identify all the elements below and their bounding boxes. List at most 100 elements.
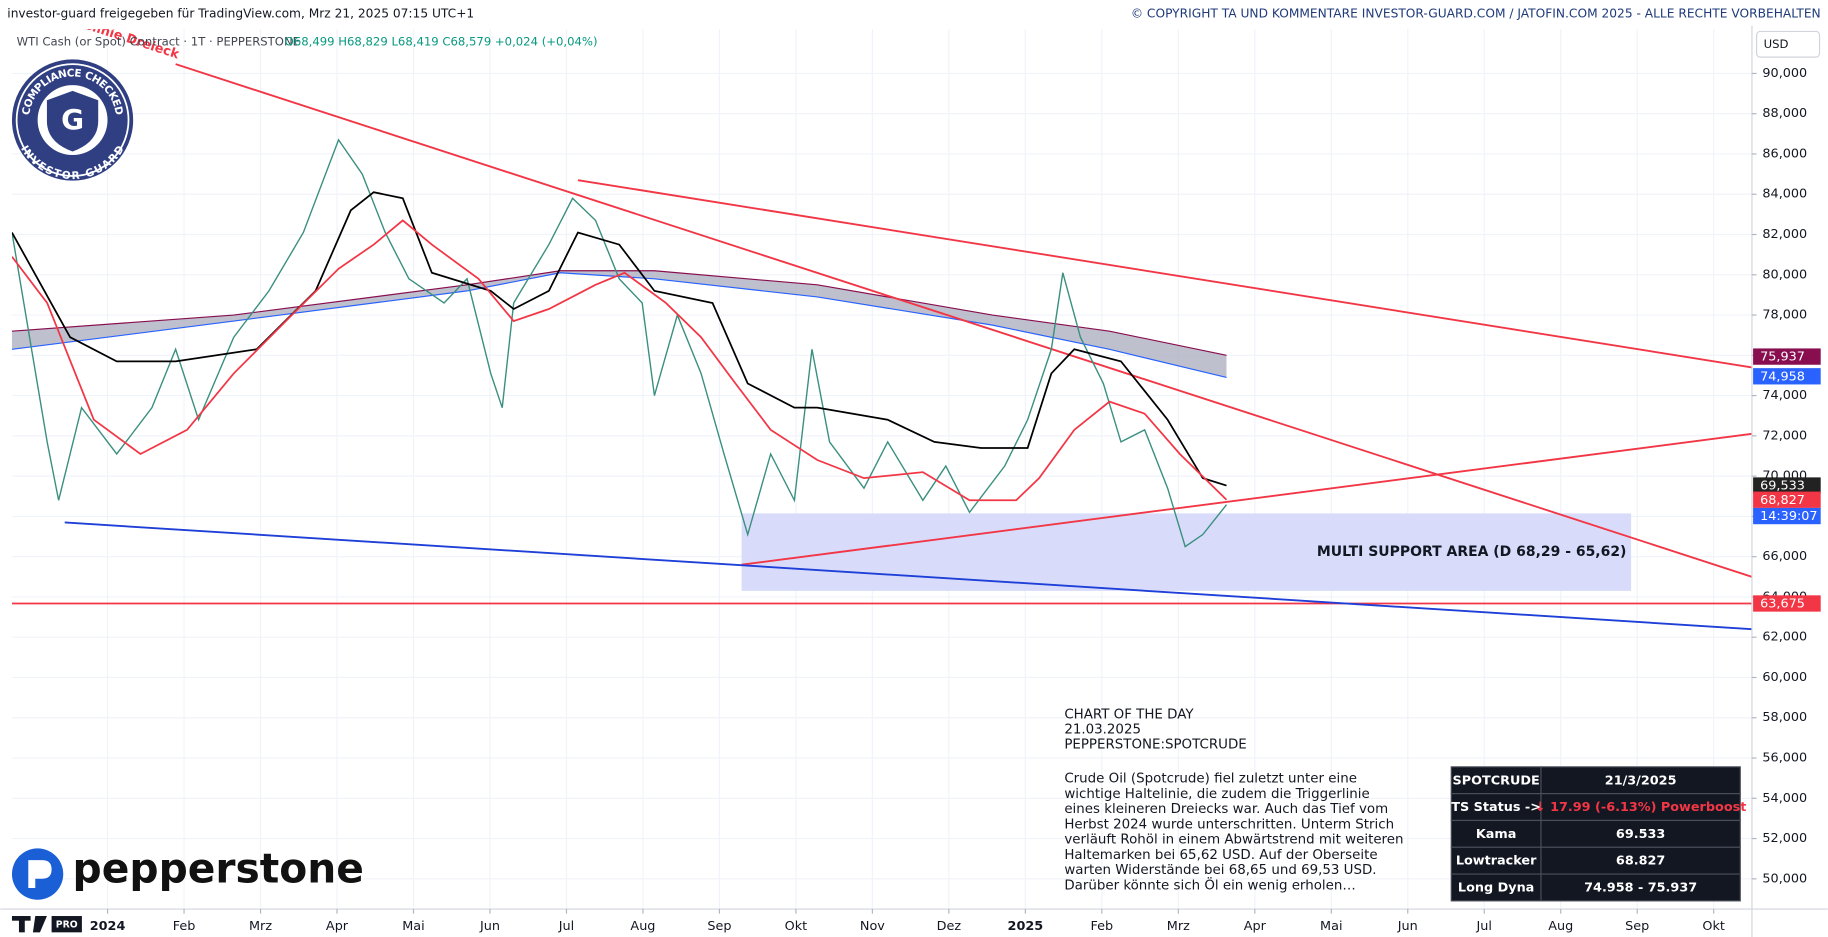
x-tick-label: Jun xyxy=(1397,919,1418,934)
commentary-line: Haltemarken bei 65,62 USD. Auf der Obers… xyxy=(1064,848,1377,863)
table-cell xyxy=(1540,873,1741,902)
commentary-title: 21.03.2025 xyxy=(1064,723,1141,738)
x-tick-label: Apr xyxy=(326,919,349,934)
tv-pro-box xyxy=(51,916,82,933)
x-tick-label: Mrz xyxy=(249,919,272,934)
header-right: © COPYRIGHT TA UND KOMMENTARE INVESTOR-G… xyxy=(1131,6,1821,20)
price-tag xyxy=(1753,368,1821,385)
badge-ring xyxy=(15,63,130,177)
x-tick-label: Feb xyxy=(173,919,196,934)
axes: USD 50,000 52,000 54,000 56,000 58,000 60,000… xyxy=(0,25,1828,937)
commentary-title: PEPPERSTONE:SPOTCRUDE xyxy=(1064,738,1246,753)
tv-badge: PRO xyxy=(11,916,82,933)
currency: USD xyxy=(1764,37,1789,51)
trend-line xyxy=(175,63,1752,578)
table-cell-text: Long Dyna xyxy=(1458,881,1534,896)
y-tick-label: 62,000 xyxy=(1762,630,1807,645)
price-line xyxy=(11,219,1228,502)
commentary-line: wichtige Haltelinie, die zudem die Trigg… xyxy=(1064,787,1369,802)
x-tick-label: Sep xyxy=(1625,919,1649,934)
symbol-name: WTI Cash (or Spot) Contract · 1T · PEPPE… xyxy=(17,34,300,48)
table-cell xyxy=(1450,766,1542,795)
symbol-ohlc: O68,499 H68,829 L68,419 C68,579 +0,024 (… xyxy=(285,34,598,48)
table-cell-text: SPOTCRUDE xyxy=(1453,773,1540,788)
x-tick-label: Nov xyxy=(860,919,885,934)
status-table: SPOTCRUDE 21/3/2025 TS Status ->↓ 17.99 (-… xyxy=(1450,766,1746,902)
pepperstone-logo: pepperstone xyxy=(11,845,364,900)
commentary-line: warten Widerstände bei 68,65 und 69,53 U… xyxy=(1064,863,1376,878)
commentary-line: eines kleineren Dreiecks war. Auch das T… xyxy=(1064,802,1388,817)
price-tag xyxy=(1753,595,1821,612)
price-line xyxy=(11,138,1228,548)
x-tick-label: Okt xyxy=(785,919,808,934)
table-cell-text: TS Status -> xyxy=(1451,800,1541,815)
cloud-segment xyxy=(654,270,818,297)
x-tick-label: Jun xyxy=(479,919,500,934)
header-left: investor-guard freigegeben für TradingVi… xyxy=(7,6,474,20)
table-cell xyxy=(1540,766,1741,795)
y-tick-label: 66,000 xyxy=(1762,549,1807,564)
y-tick-label: 78,000 xyxy=(1762,308,1807,323)
price-tag xyxy=(1753,348,1821,365)
y-tick-label: 50,000 xyxy=(1762,871,1807,886)
header-bar xyxy=(0,0,1828,26)
logo-glyph xyxy=(28,860,52,889)
cloud-lower xyxy=(11,272,1227,379)
x-tick-label: 2025 xyxy=(1008,919,1044,934)
cloud-upper xyxy=(11,270,1227,356)
commentary-title: CHART OF THE DAY xyxy=(1064,707,1194,722)
x-tick-label: Mai xyxy=(402,919,424,934)
table-cell-text: ↓ 17.99 (-6.13%) Powerboost xyxy=(1535,800,1746,815)
x-tick-label: Apr xyxy=(1244,919,1267,934)
y-tick-label: 86,000 xyxy=(1762,146,1807,161)
commentary-line: Herbst 2024 wurde unterschritten. Unterm… xyxy=(1064,817,1394,832)
y-tick-label: 54,000 xyxy=(1762,791,1807,806)
cloud-segment xyxy=(1109,331,1227,378)
trend-line xyxy=(577,179,1752,369)
commentary: CHART OF THE DAY21.03.2025PEPPERSTONE:SP… xyxy=(1064,707,1403,893)
x-tick-label: Aug xyxy=(1548,919,1573,934)
price-tag-label: 68,827 xyxy=(1760,493,1805,508)
x-tick-label: Aug xyxy=(630,919,655,934)
y-tick-label: 56,000 xyxy=(1762,751,1807,766)
x-tick-label: Okt xyxy=(1702,919,1725,934)
y-tick-label: 90,000 xyxy=(1762,66,1807,81)
currency-box xyxy=(1756,30,1821,58)
x-tick-label: Jul xyxy=(1476,919,1492,934)
price-tag-label: 63,675 xyxy=(1760,597,1805,612)
support-zone xyxy=(741,513,1632,591)
price-tag-label: 74,958 xyxy=(1760,369,1805,384)
y-tick-label: 80,000 xyxy=(1762,267,1807,282)
trend-line xyxy=(741,432,1752,566)
y-tick-label: 82,000 xyxy=(1762,227,1807,242)
table-cell-text: 21/3/2025 xyxy=(1605,773,1677,788)
x-tick-label: Sep xyxy=(707,919,731,934)
compliance-badge: G COMPLIANCE CHECKED INVESTOR-GUARD xyxy=(11,59,134,182)
countdown: 14:39:07 xyxy=(1760,509,1817,524)
x-tick-label: Dez xyxy=(937,919,962,934)
x-tick-label: Mrz xyxy=(1167,919,1190,934)
price-tag xyxy=(1753,491,1821,508)
cloud-segment xyxy=(11,315,234,350)
badge-shield xyxy=(46,90,99,152)
cloud-segment xyxy=(233,284,468,322)
y-tick-label: 88,000 xyxy=(1762,106,1807,121)
x-tick-label: Jul xyxy=(558,919,574,934)
price-tag-label: 69,533 xyxy=(1760,479,1805,494)
y-tick-label: 74,000 xyxy=(1762,388,1807,403)
table-cell-text: Lowtracker xyxy=(1456,854,1537,869)
y-tick-label: 58,000 xyxy=(1762,710,1807,725)
logo-text: pepperstone xyxy=(73,845,364,893)
plot-area: MULTI SUPPORT AREA (D 68,29 - 65,62)Abwä… xyxy=(11,29,1752,631)
y-tick-label: 84,000 xyxy=(1762,187,1807,202)
table-cell xyxy=(1450,873,1542,902)
table-cell-text: 68.827 xyxy=(1616,854,1665,869)
y-tick-label: 52,000 xyxy=(1762,831,1807,846)
x-tick-label: Feb xyxy=(1091,919,1114,934)
tv-logo-stem xyxy=(18,916,25,933)
price-tag xyxy=(1753,477,1821,494)
commentary-line: Darüber könnte sich Öl ein wenig erholen… xyxy=(1064,875,1355,893)
trend-line xyxy=(64,521,1752,631)
